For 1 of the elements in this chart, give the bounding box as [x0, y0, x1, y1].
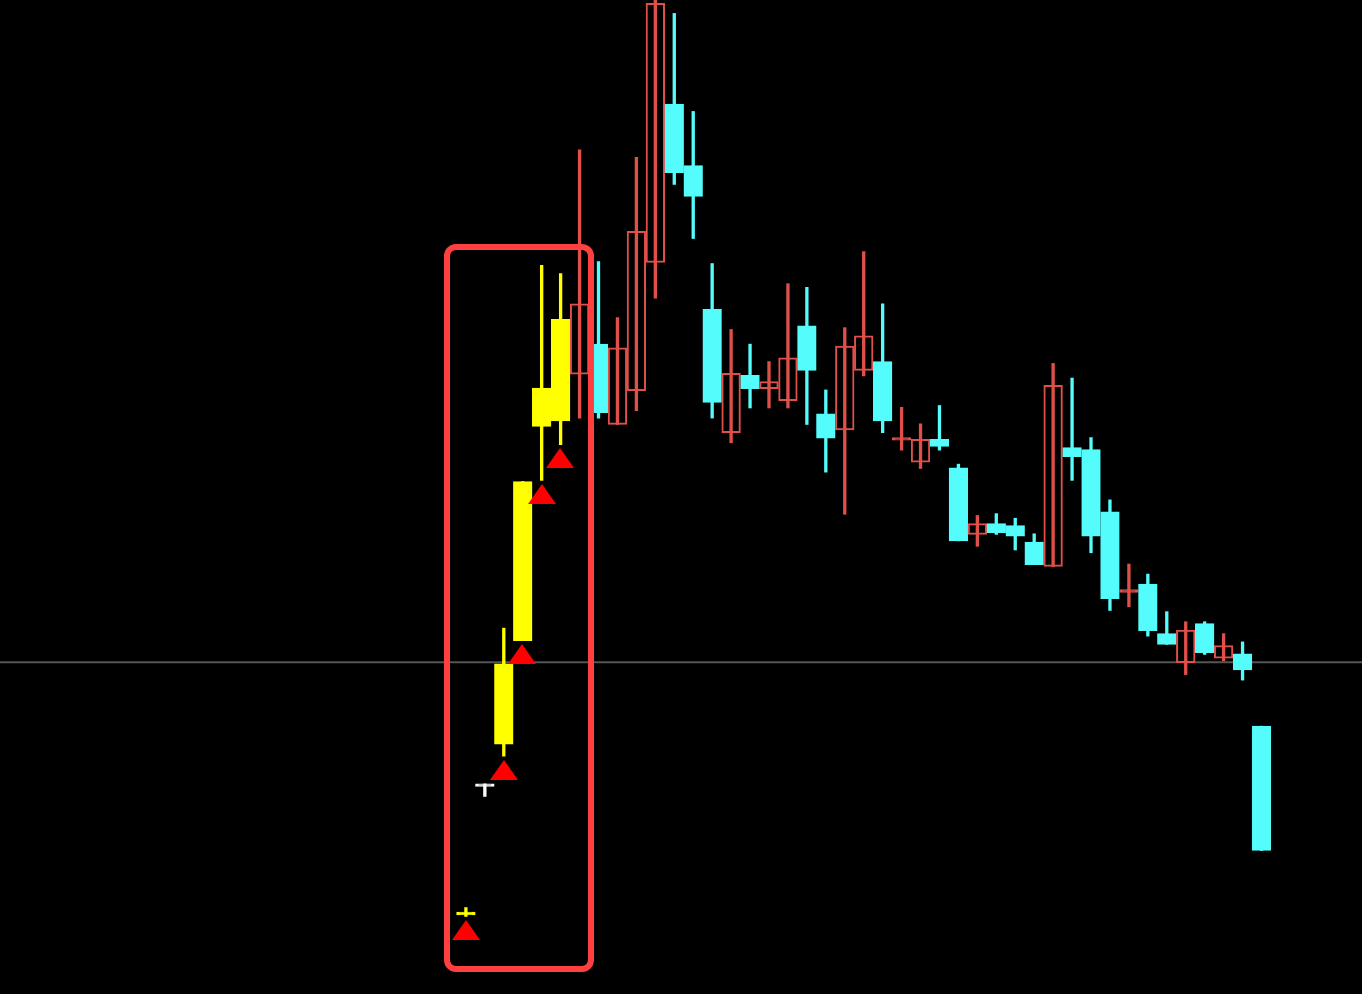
candlestick: [1119, 563, 1139, 608]
